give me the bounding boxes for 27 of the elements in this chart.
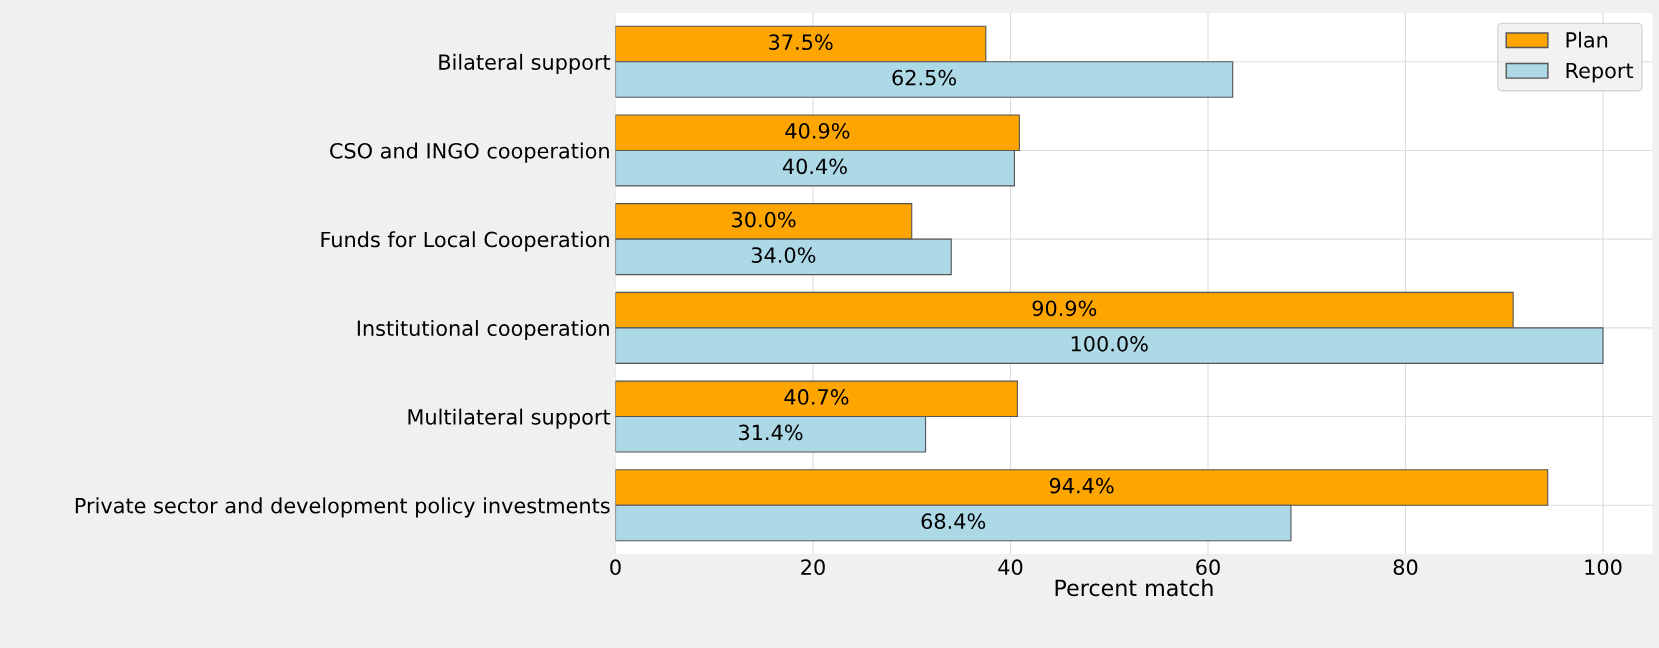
data-label: 68.4% [921, 513, 986, 530]
x-axis-title: Percent match [1055, 579, 1213, 597]
data-label: 94.4% [1049, 477, 1114, 494]
y-tick-label: Multilateral support [408, 408, 611, 429]
y-tick-label: Bilateral support [439, 53, 611, 74]
data-label: 40.7% [784, 389, 849, 405]
data-label: 90.9% [1032, 300, 1097, 317]
x-tick-label: 20 [801, 559, 825, 576]
y-tick-label: Institutional cooperation [357, 319, 609, 341]
x-tick-label: 100 [1585, 559, 1622, 576]
data-label: 62.5% [892, 69, 957, 86]
x-tick-label: 60 [1196, 559, 1220, 576]
legend-label: Plan [1566, 31, 1608, 48]
y-tick-label: CSO and INGO cooperation [330, 142, 609, 163]
data-label: 31.4% [739, 424, 803, 441]
data-label: 40.9% [785, 122, 850, 139]
data-label: 37.5% [769, 34, 833, 51]
x-tick-label: 0 [610, 559, 621, 576]
x-tick-label: 40 [998, 559, 1023, 576]
data-label: 40.4% [782, 158, 847, 175]
data-label: 100.0% [1071, 335, 1148, 352]
data-label: 34.0% [751, 247, 816, 263]
data-label: 30.0% [732, 211, 796, 228]
legend-label: Report [1566, 62, 1634, 83]
y-tick-label: Private sector and development policy investments [75, 497, 610, 518]
x-tick-label: 80 [1393, 559, 1418, 576]
y-tick-label: Funds for Local Cooperation [321, 231, 609, 252]
